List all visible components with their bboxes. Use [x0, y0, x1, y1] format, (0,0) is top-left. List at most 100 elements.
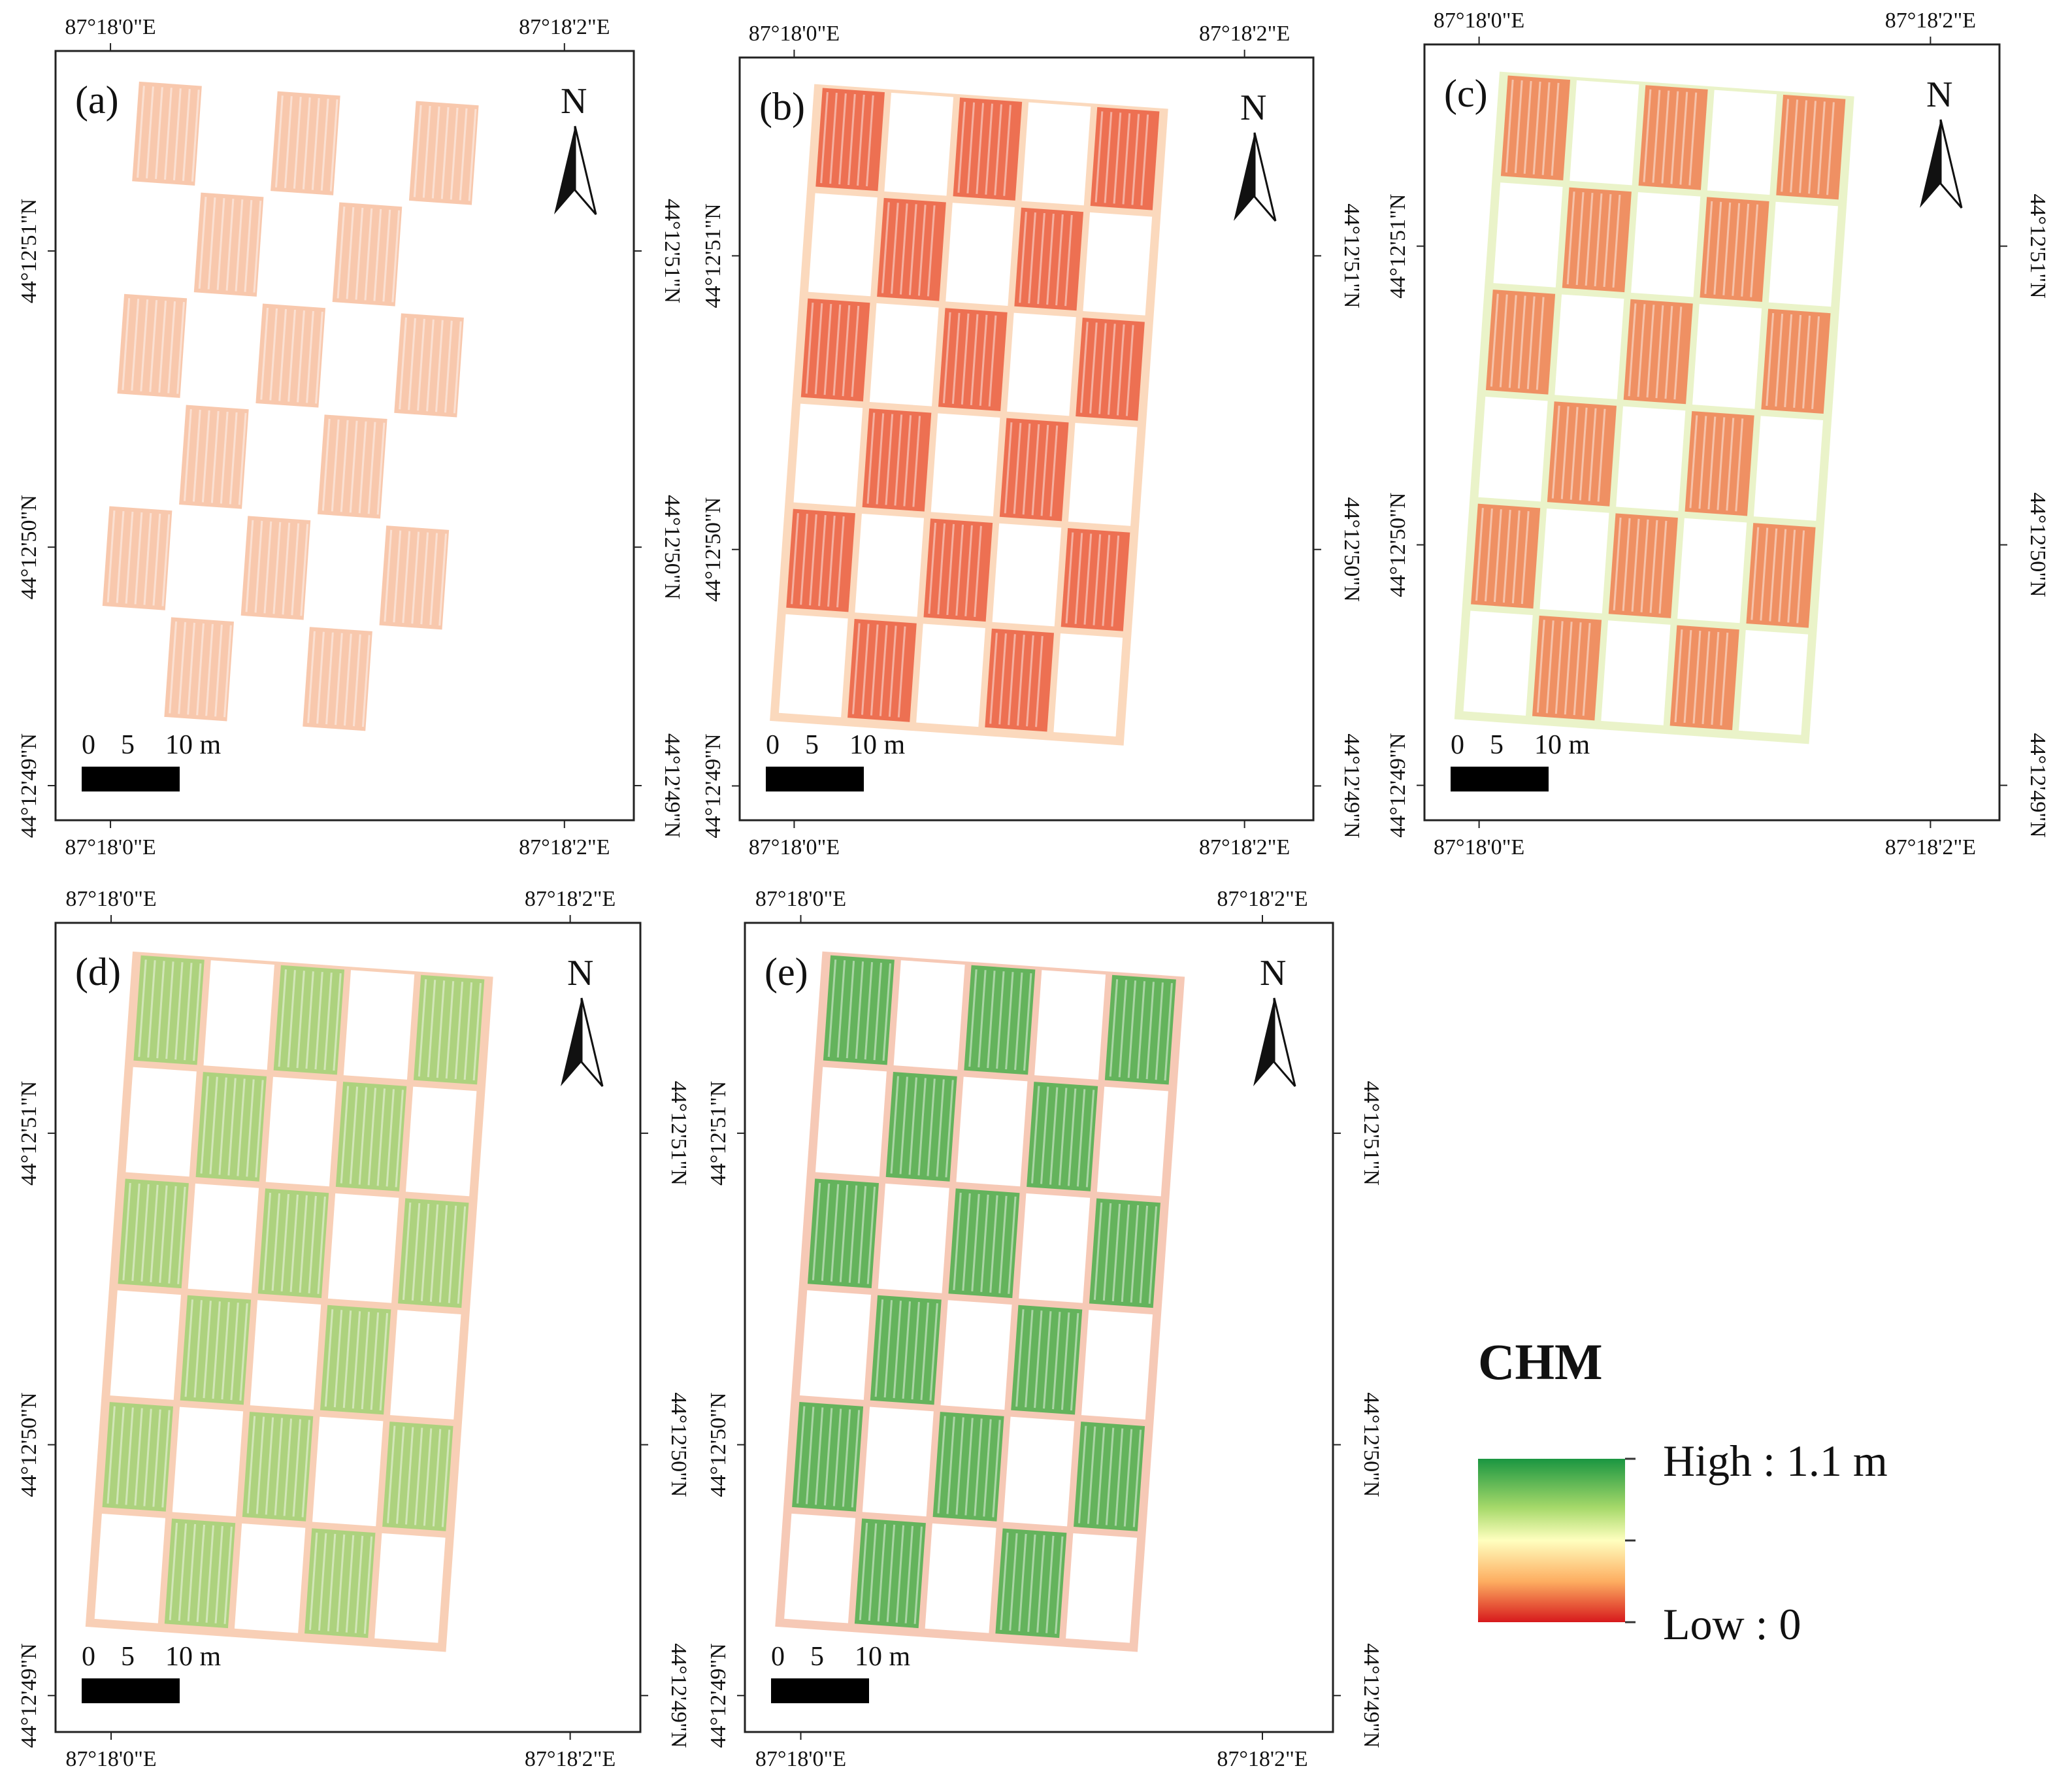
crop-row: [278, 969, 287, 1067]
crop-row: [1750, 204, 1759, 297]
crop-row: [335, 633, 343, 725]
crop-row: [420, 1203, 430, 1301]
empty-plot: [992, 523, 1062, 627]
empty-plot: [1753, 416, 1824, 521]
crop-row: [288, 309, 296, 402]
crop-plot: [854, 1518, 926, 1629]
crop-plot: [273, 965, 345, 1075]
crop-row: [318, 1533, 327, 1631]
crop-row: [1085, 1090, 1095, 1188]
crop-row: [928, 522, 937, 614]
crop-plot: [1700, 197, 1769, 302]
lon-label-bottom: 87°18'2"E: [1199, 835, 1290, 859]
crop-row: [152, 513, 161, 606]
crop-row: [964, 525, 973, 617]
crop-row: [1541, 82, 1551, 175]
crop-row: [838, 93, 847, 185]
crop-row: [329, 99, 338, 191]
crop-row: [805, 303, 814, 394]
empty-plot: [172, 1406, 244, 1517]
legend-high-label: High : 1.1 m: [1663, 1436, 1888, 1486]
crop-row: [278, 308, 288, 401]
crop-row: [263, 521, 272, 614]
crop-row: [868, 1523, 878, 1621]
crop-row: [1536, 620, 1545, 713]
crop-row: [1080, 322, 1089, 413]
crop-row: [1490, 293, 1499, 387]
lat-label-left: 44°12'49"N: [701, 733, 725, 838]
crop-row: [1622, 518, 1631, 611]
crop-row: [287, 970, 296, 1068]
crop-plot: [1608, 513, 1678, 618]
crop-row: [274, 95, 284, 188]
crop-row: [1023, 973, 1032, 1071]
crop-row: [812, 1182, 821, 1280]
crop-row: [946, 1416, 955, 1514]
lat-label-right: 44°12'50"N: [666, 1392, 691, 1497]
crop-row: [851, 305, 860, 397]
crop-row: [859, 1522, 868, 1620]
lat-label-right: 44°12'49"N: [660, 733, 684, 838]
lon-label-bottom: 87°18'0"E: [65, 835, 156, 859]
crop-row: [1790, 99, 1799, 193]
crop-row: [1551, 82, 1560, 176]
crop-row: [1652, 90, 1661, 183]
crop-row: [331, 419, 340, 512]
crop-row: [438, 533, 448, 626]
crop-row: [324, 1309, 334, 1407]
empty-plot: [94, 1513, 166, 1623]
crop-plot: [118, 1178, 189, 1289]
crop-row: [125, 511, 134, 604]
scale-label-0: 0: [771, 1642, 785, 1672]
crop-row: [358, 421, 367, 514]
crop-row: [1484, 508, 1493, 602]
crop-row: [1018, 1533, 1027, 1631]
crop-plot: [180, 1295, 252, 1405]
crop-row: [414, 1427, 423, 1525]
crop-row: [1732, 203, 1741, 296]
crop-row: [980, 1194, 989, 1292]
crop-plot: [195, 1072, 267, 1182]
empty-plot: [1096, 1086, 1168, 1197]
crop-row: [842, 1409, 851, 1507]
crop-row: [989, 1195, 998, 1293]
crop-row: [210, 410, 220, 503]
crop-row: [431, 106, 440, 199]
crop-row: [1109, 979, 1119, 1077]
crop-row: [214, 1525, 223, 1623]
scale-label-10m: 10 m: [165, 730, 222, 760]
lat-label-left: 44°12'49"N: [17, 733, 41, 838]
crop-row: [1122, 113, 1131, 205]
crop-row: [382, 209, 391, 302]
empty-plot: [1677, 518, 1747, 624]
empty-plot: [1003, 1416, 1075, 1527]
crop-plot: [398, 1198, 469, 1308]
crop-row: [927, 205, 936, 297]
crop-row: [917, 1078, 927, 1176]
empty-plot: [1493, 182, 1563, 288]
crop-row: [1673, 307, 1683, 400]
crop-row: [223, 625, 232, 718]
crop-row: [1111, 535, 1120, 627]
crop-plot: [815, 88, 885, 191]
crop-row: [1564, 622, 1573, 715]
crop-row: [201, 410, 210, 503]
crop-row: [998, 1195, 1008, 1293]
crop-row: [391, 210, 401, 303]
lat-label-right: 44°12'49"N: [1359, 1643, 1383, 1748]
crop-row: [408, 318, 416, 410]
crop-row: [168, 1186, 177, 1284]
lat-label-right: 44°12'51"N: [2026, 194, 2050, 299]
crop-row: [393, 530, 402, 623]
empty-plot: [125, 1067, 197, 1177]
lat-label-left: 44°12'51"N: [17, 199, 41, 303]
crop-row: [1094, 111, 1104, 203]
lon-label-top: 87°18'2"E: [525, 887, 616, 911]
crop-row: [253, 200, 262, 293]
crop-plot: [1761, 308, 1831, 414]
crop-row: [832, 304, 842, 396]
crop-row: [1502, 510, 1511, 603]
crop-row: [1670, 91, 1679, 184]
crop-row: [987, 971, 996, 1069]
scale-label-0: 0: [82, 730, 95, 760]
